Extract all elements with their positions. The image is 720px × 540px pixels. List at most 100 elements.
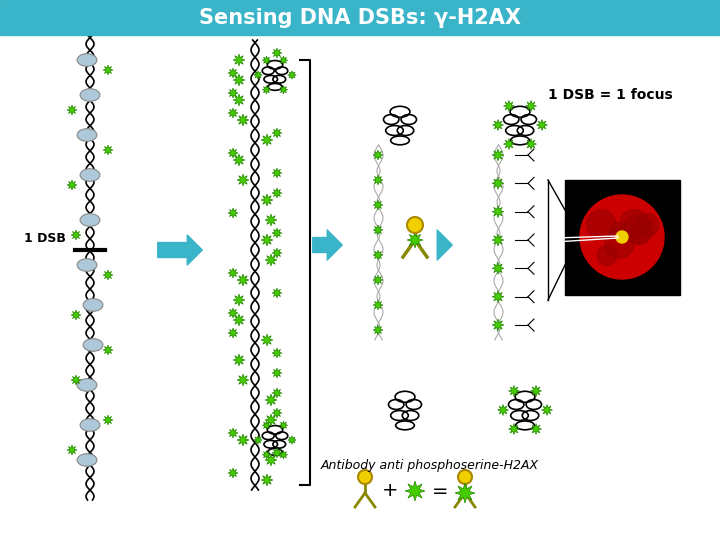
Polygon shape [288, 436, 296, 444]
Polygon shape [279, 450, 288, 459]
Polygon shape [279, 421, 288, 429]
Polygon shape [492, 262, 504, 274]
Circle shape [587, 199, 607, 219]
Polygon shape [279, 56, 288, 64]
Polygon shape [373, 225, 383, 235]
Polygon shape [262, 56, 271, 64]
Polygon shape [67, 145, 77, 155]
Ellipse shape [80, 259, 100, 271]
Ellipse shape [83, 89, 103, 102]
Polygon shape [272, 128, 282, 138]
Text: +: + [382, 482, 398, 501]
Polygon shape [526, 100, 536, 111]
Polygon shape [492, 177, 504, 190]
Circle shape [616, 231, 628, 243]
Polygon shape [407, 232, 423, 248]
Polygon shape [272, 328, 282, 338]
Ellipse shape [80, 129, 100, 141]
Text: Sensing DNA DSBs: γ-H2AX: Sensing DNA DSBs: γ-H2AX [199, 8, 521, 28]
Circle shape [588, 247, 608, 267]
Polygon shape [405, 481, 425, 501]
Polygon shape [237, 454, 249, 466]
Polygon shape [492, 234, 504, 246]
Circle shape [580, 195, 664, 279]
Polygon shape [261, 254, 273, 266]
Polygon shape [228, 188, 238, 198]
Polygon shape [265, 374, 277, 386]
Polygon shape [237, 114, 249, 126]
Polygon shape [67, 375, 77, 385]
Circle shape [358, 470, 372, 484]
Polygon shape [261, 154, 273, 166]
Circle shape [621, 229, 647, 255]
Polygon shape [233, 334, 245, 346]
Polygon shape [373, 325, 383, 335]
Polygon shape [261, 314, 273, 326]
Polygon shape [237, 134, 249, 146]
Polygon shape [237, 74, 249, 86]
Polygon shape [71, 415, 81, 425]
Polygon shape [228, 348, 238, 358]
Ellipse shape [83, 299, 103, 311]
Circle shape [595, 212, 611, 229]
Polygon shape [228, 68, 238, 78]
Polygon shape [288, 71, 296, 79]
Polygon shape [531, 386, 541, 396]
Polygon shape [253, 436, 262, 444]
Polygon shape [492, 291, 504, 302]
Text: 1 DSB: 1 DSB [24, 232, 66, 245]
Polygon shape [103, 445, 113, 455]
Polygon shape [272, 48, 282, 58]
Polygon shape [103, 65, 113, 75]
Polygon shape [272, 408, 282, 418]
Polygon shape [526, 139, 536, 150]
Circle shape [613, 249, 638, 274]
Polygon shape [373, 275, 383, 285]
Ellipse shape [83, 379, 103, 392]
Polygon shape [71, 105, 81, 115]
Polygon shape [265, 174, 277, 186]
Polygon shape [262, 450, 271, 459]
Polygon shape [492, 149, 504, 161]
Polygon shape [279, 85, 288, 94]
Polygon shape [492, 119, 503, 131]
Polygon shape [272, 388, 282, 398]
Polygon shape [262, 421, 271, 429]
Ellipse shape [83, 168, 103, 181]
Polygon shape [541, 404, 552, 415]
Polygon shape [262, 85, 271, 94]
Polygon shape [373, 250, 383, 260]
Polygon shape [228, 308, 238, 318]
Polygon shape [228, 288, 238, 298]
Polygon shape [492, 206, 504, 218]
Polygon shape [233, 234, 245, 246]
Polygon shape [261, 414, 273, 426]
Polygon shape [103, 345, 113, 355]
Polygon shape [228, 428, 238, 438]
Polygon shape [373, 200, 383, 210]
Polygon shape [228, 368, 238, 378]
Polygon shape [237, 94, 249, 106]
Polygon shape [228, 468, 238, 478]
Polygon shape [261, 394, 273, 406]
Polygon shape [508, 386, 520, 396]
Circle shape [626, 231, 651, 257]
Polygon shape [272, 168, 282, 178]
Polygon shape [228, 248, 238, 258]
Polygon shape [272, 228, 282, 238]
Polygon shape [233, 294, 245, 306]
Text: =: = [432, 482, 449, 501]
Polygon shape [272, 208, 282, 218]
Polygon shape [228, 108, 238, 118]
Bar [565, 180, 680, 295]
Polygon shape [498, 404, 508, 415]
Polygon shape [67, 230, 77, 240]
Ellipse shape [80, 339, 100, 352]
Polygon shape [492, 319, 504, 331]
Polygon shape [272, 148, 282, 158]
Polygon shape [253, 71, 262, 79]
Ellipse shape [80, 418, 100, 431]
Ellipse shape [83, 214, 103, 226]
Circle shape [608, 224, 634, 250]
Polygon shape [261, 194, 273, 206]
